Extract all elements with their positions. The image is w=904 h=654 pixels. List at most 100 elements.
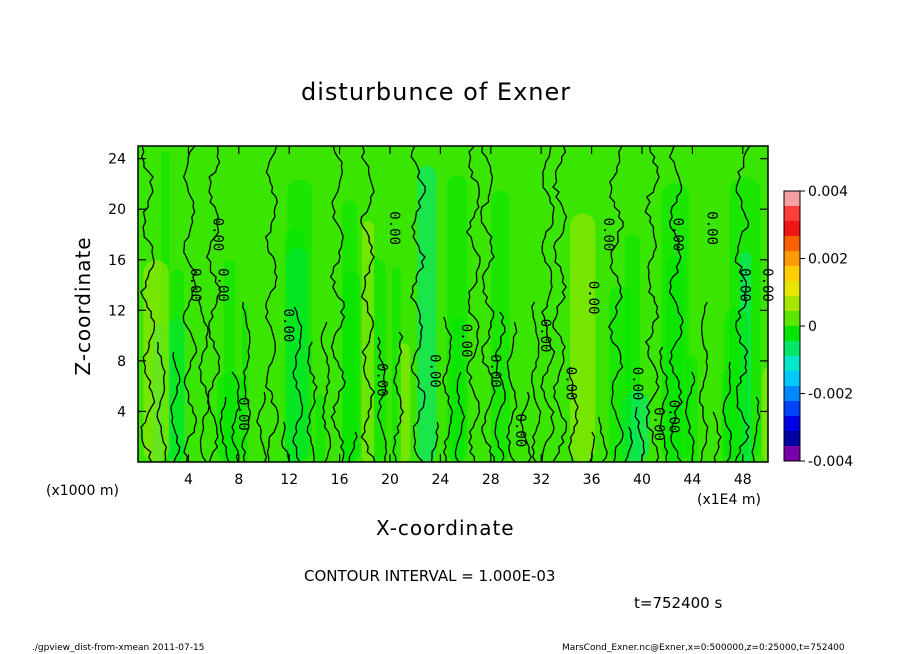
colorbar-swatch xyxy=(784,281,800,297)
contour-label: 0.00 xyxy=(280,309,296,343)
x-tick-label: 32 xyxy=(532,472,550,488)
x-unit-left: (x1000 m) xyxy=(46,483,119,499)
contour-label: 0.00 xyxy=(704,211,720,245)
contour-label: 0.00 xyxy=(670,218,686,252)
contour-label: 0.00 xyxy=(600,218,616,252)
contour-label: 0.00 xyxy=(235,397,251,431)
colorbar-swatch xyxy=(784,236,800,252)
colorbar-swatch xyxy=(784,296,800,312)
colorbar-swatch xyxy=(784,221,800,237)
contour-line xyxy=(751,396,761,462)
colorbar-swatch xyxy=(784,311,800,327)
contour-label: 0.00 xyxy=(487,354,503,388)
footer-left: ./gpview_dist-from-xmean 2011-07-15 xyxy=(32,643,205,653)
contour-line xyxy=(182,146,198,462)
contour-labels: 0.00 0.00 0.00 0.00 0.00 0.00 0.00 0.00 0.00 0.00… xyxy=(187,211,775,447)
contour-label: 0.00 xyxy=(373,363,389,397)
contour-line xyxy=(156,341,168,462)
field-band xyxy=(762,367,768,462)
contour-line xyxy=(698,301,709,462)
contour-line xyxy=(540,146,556,462)
contour-lines xyxy=(140,146,761,462)
x-axis: 4 8 12 16 20 24 28 32 36 40 44 48 xyxy=(184,146,752,488)
contour-line xyxy=(206,146,222,462)
colorbar-swatch xyxy=(784,266,800,282)
field-band xyxy=(570,213,596,462)
y-tick-label: 24 xyxy=(108,152,126,168)
contour-line xyxy=(480,146,496,462)
colorbar-label: -0.002 xyxy=(808,387,853,403)
x-tick-label: 48 xyxy=(734,472,752,488)
contour-label: 0.00 xyxy=(210,218,226,252)
contour-line xyxy=(348,431,358,462)
x-tick-label: 28 xyxy=(482,472,500,488)
x-tick-label: 24 xyxy=(431,472,449,488)
contour-interval: CONTOUR INTERVAL = 1.000E-03 xyxy=(304,567,556,585)
colorbar-swatch xyxy=(784,386,800,402)
field-band xyxy=(491,190,510,462)
contour-line xyxy=(360,146,376,462)
field-band xyxy=(341,200,358,462)
contour-line xyxy=(198,296,210,462)
x-tick-label: 44 xyxy=(683,472,701,488)
y-tick-label: 20 xyxy=(108,202,126,218)
x-axis-label: X-coordinate xyxy=(376,516,515,540)
colorbar-swatch xyxy=(784,206,800,222)
field-band xyxy=(392,266,401,462)
contour-field xyxy=(138,146,768,462)
contour-line xyxy=(264,146,279,462)
contour-label: 0.00 xyxy=(512,414,528,448)
y-tick-label: 4 xyxy=(117,404,126,420)
field-band xyxy=(608,286,632,462)
colorbar-swatch xyxy=(784,191,800,207)
contour-line xyxy=(598,416,608,462)
contour-line xyxy=(644,146,660,462)
field-band xyxy=(417,165,437,462)
contour-line xyxy=(684,371,696,462)
contour-label: 0.00 xyxy=(537,319,553,353)
contour-line xyxy=(256,391,268,462)
contour-line xyxy=(712,411,722,462)
contour-line xyxy=(608,146,624,462)
contour-line xyxy=(140,146,156,462)
contour-label: 0.00 xyxy=(187,268,203,302)
field-band xyxy=(724,307,749,462)
x-tick-label: 16 xyxy=(331,472,349,488)
x-tick-label: 40 xyxy=(633,472,651,488)
field-band xyxy=(452,315,465,462)
contour-line xyxy=(392,331,404,462)
x-tick-label: 12 xyxy=(280,472,298,488)
contour-line xyxy=(292,306,304,462)
x-tick-label: 36 xyxy=(583,472,601,488)
footer-right: MarsCond_Exner.nc@Exner,x=0:500000,z=0:2… xyxy=(562,643,845,653)
time-label: t=752400 s xyxy=(634,594,723,612)
contour-line xyxy=(668,146,684,462)
field-band xyxy=(143,260,169,462)
x-tick-label: 8 xyxy=(234,472,243,488)
y-tick-label: 16 xyxy=(108,253,126,269)
colorbar-swatch xyxy=(784,326,800,342)
contour-line xyxy=(531,301,542,462)
contour-line xyxy=(170,351,181,462)
contour-line xyxy=(306,341,318,462)
contour-line xyxy=(442,316,454,462)
colorbar-swatch xyxy=(784,251,800,267)
contour-line xyxy=(520,391,532,462)
chart-title: disturbunce of Exner xyxy=(301,78,572,106)
y-axis-label: Z-coordinate xyxy=(71,236,95,376)
y-tick-label: 12 xyxy=(108,303,126,319)
contour-line xyxy=(624,426,634,462)
colorbar-label: 0.004 xyxy=(808,184,848,200)
contour-line xyxy=(454,371,466,462)
colorbar-swatch xyxy=(784,401,800,417)
field-band xyxy=(216,372,244,462)
contour-line xyxy=(376,336,388,462)
colorbar-swatch xyxy=(784,371,800,387)
plot-frame xyxy=(137,145,769,463)
contour-line xyxy=(231,371,241,462)
contour-label: 0.00 xyxy=(666,400,682,434)
colorbar-label: 0 xyxy=(808,319,817,335)
x-unit-right: (x1E4 m) xyxy=(697,492,761,508)
